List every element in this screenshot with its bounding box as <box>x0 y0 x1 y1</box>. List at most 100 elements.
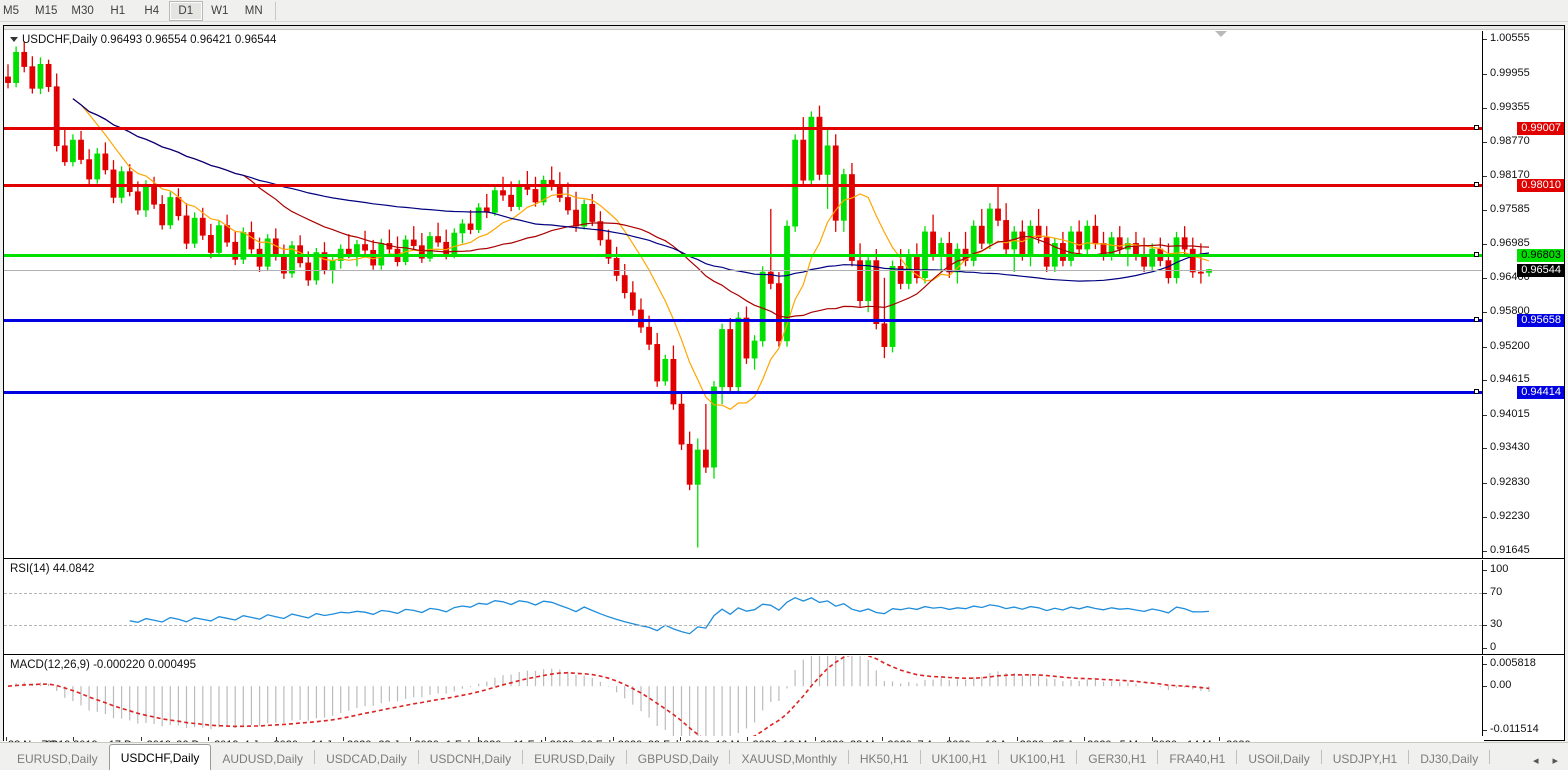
price-axis-label: 1.00555 <box>1490 32 1530 45</box>
price-axis-tick <box>1483 108 1487 110</box>
rsi-pane[interactable]: RSI(14) 44.0842 100 70 30 0 <box>4 560 1564 655</box>
timeframe-button-h1[interactable]: H1 <box>110 4 126 17</box>
tab-separator <box>847 749 849 764</box>
price-axis-tick <box>1483 209 1487 211</box>
rsi-axis-label: 0 <box>1490 641 1497 653</box>
price-axis[interactable]: 1.00555 0.99955 0.99355 0.98770 0.98170 0.975… <box>1482 31 1564 558</box>
timeframe-button-m5[interactable]: M5 <box>3 4 19 17</box>
chart-tab-ger30-h1[interactable]: GER30,H1 <box>1088 752 1147 766</box>
price-pane-title-text: USDCHF,Daily 0.96493 0.96554 0.96421 0.9… <box>22 34 277 46</box>
level-line-handle[interactable] <box>1474 251 1479 257</box>
chart-tab-xauusd-monthly[interactable]: XAUUSD,Monthly <box>741 752 837 766</box>
chart-tab-eurusd-daily[interactable]: EURUSD,Daily <box>17 752 98 766</box>
price-level-tag[interactable]: 0.98010 <box>1517 179 1564 193</box>
date-axis-tick <box>73 737 75 741</box>
tab-next-icon[interactable]: ▸ <box>1552 755 1558 767</box>
chart-scroll-strip[interactable] <box>4 26 1564 30</box>
chart-tab-usdjpy-h1[interactable]: USDJPY,H1 <box>1332 752 1398 766</box>
price-pane[interactable]: USDCHF,Daily 0.96493 0.96554 0.96421 0.9… <box>4 31 1564 559</box>
level-line-pivot[interactable] <box>4 253 1482 257</box>
tab-nav-controls: ◂ ▸ <box>1533 754 1568 770</box>
chart-tab-usdcnh-daily[interactable]: USDCNH,Daily <box>429 752 512 766</box>
level-line-handle[interactable] <box>1474 317 1479 323</box>
price-axis-label: 0.92830 <box>1490 475 1530 488</box>
date-axis-tick <box>747 737 749 741</box>
price-level-tag[interactable]: 0.96803 <box>1517 248 1564 262</box>
chart-tab-dj30-daily[interactable]: DJ30,Daily <box>1420 752 1479 766</box>
timeframe-button-mn[interactable]: MN <box>244 4 263 17</box>
macd-histogram-svg <box>7 656 1210 736</box>
level-line-handle[interactable] <box>1474 125 1479 131</box>
chart-tab-hk50-h1[interactable]: HK50,H1 <box>859 752 909 766</box>
rsi-threshold-line-70 <box>4 593 1482 595</box>
date-axis-tick <box>275 737 277 741</box>
chart-tab-eurusd-daily[interactable]: EURUSD,Daily <box>534 752 615 766</box>
chart-tab-audusd-daily[interactable]: AUDUSD,Daily <box>222 752 304 766</box>
tab-separator <box>1236 749 1238 764</box>
price-plot-area[interactable] <box>4 31 1482 558</box>
chart-tab-usdchf-daily[interactable]: USDCHF,Daily <box>108 744 212 770</box>
chart-tab-gbpusd-daily[interactable]: GBPUSD,Daily <box>637 752 719 766</box>
chart-tab-usoil-daily[interactable]: USOil,Daily <box>1248 752 1310 766</box>
price-pane-title: USDCHF,Daily 0.96493 0.96554 0.96421 0.9… <box>10 34 276 46</box>
date-axis-tick <box>1151 737 1153 741</box>
macd-plot-area[interactable] <box>4 656 1482 736</box>
timeframe-button-m30[interactable]: M30 <box>71 4 94 17</box>
macd-pane[interactable]: MACD(12,26,9) -0.000220 0.000495 0.00581… <box>4 656 1564 736</box>
tab-separator <box>997 749 999 764</box>
level-line-resistance[interactable] <box>4 184 1482 188</box>
rsi-axis: 100 70 30 0 <box>1482 560 1564 654</box>
macd-axis-tick <box>1483 664 1487 665</box>
price-axis-tick <box>1483 176 1487 178</box>
chart-tab-fra40-h1[interactable]: FRA40,H1 <box>1169 752 1226 766</box>
scroll-position-marker <box>1215 31 1227 37</box>
timeframe-button-h4[interactable]: H4 <box>144 4 160 17</box>
timeframe-button-w1[interactable]: W1 <box>211 4 229 17</box>
chart-tab-usdcad-daily[interactable]: USDCAD,Daily <box>326 752 407 766</box>
rsi-axis-tick <box>1483 624 1487 626</box>
macd-axis-tick <box>1483 686 1487 688</box>
rsi-line-svg <box>129 596 1210 635</box>
price-axis-tick <box>1483 414 1487 416</box>
price-axis-tick <box>1483 550 1487 552</box>
tab-separator <box>919 749 921 764</box>
level-line-support[interactable] <box>4 319 1482 323</box>
date-axis-tick <box>1016 737 1018 741</box>
rsi-axis-tick <box>1483 648 1487 649</box>
date-axis-tick <box>477 737 479 741</box>
date-axis-tick <box>679 737 681 741</box>
price-axis-label: 0.91645 <box>1490 543 1530 556</box>
level-line-support[interactable] <box>4 390 1482 394</box>
price-level-tag[interactable]: 0.95658 <box>1517 314 1564 328</box>
chart-tab-uk100-h1[interactable]: UK100,H1 <box>1009 752 1066 766</box>
timeframe-button-m15[interactable]: M15 <box>35 4 58 17</box>
price-axis-label: 0.98170 <box>1490 169 1530 182</box>
tab-prev-icon[interactable]: ◂ <box>1532 755 1539 767</box>
date-axis-tick <box>949 737 951 741</box>
price-axis-label: 0.94615 <box>1490 373 1530 386</box>
price-axis-label: 0.96985 <box>1490 237 1530 250</box>
timeframe-button-d1[interactable]: D1 <box>168 0 203 21</box>
level-line-handle[interactable] <box>1474 182 1479 188</box>
price-axis-tick <box>1483 517 1487 519</box>
level-line-handle[interactable] <box>1474 388 1479 394</box>
price-level-tag[interactable]: 0.94414 <box>1517 385 1564 399</box>
level-line-resistance[interactable] <box>4 127 1482 131</box>
toolbar-separator <box>274 1 276 20</box>
date-axis-tick <box>814 737 816 741</box>
rsi-axis-tick <box>1483 593 1487 595</box>
price-axis-tick <box>1483 346 1487 348</box>
date-axis-tick <box>140 737 142 741</box>
price-level-tag[interactable]: 0.99007 <box>1517 122 1564 136</box>
date-axis-tick <box>208 737 210 741</box>
tab-separator <box>522 749 524 764</box>
level-line-last-price[interactable] <box>4 269 1482 271</box>
date-axis-tick <box>545 737 547 741</box>
chart-tab-uk100-h1[interactable]: UK100,H1 <box>931 752 987 766</box>
rsi-plot-area[interactable] <box>4 560 1482 654</box>
tab-separator <box>1157 749 1159 764</box>
collapse-triangle-icon[interactable] <box>10 37 18 43</box>
price-level-tag[interactable]: 0.96544 <box>1517 263 1564 277</box>
price-axis-label: 0.99355 <box>1490 101 1530 114</box>
